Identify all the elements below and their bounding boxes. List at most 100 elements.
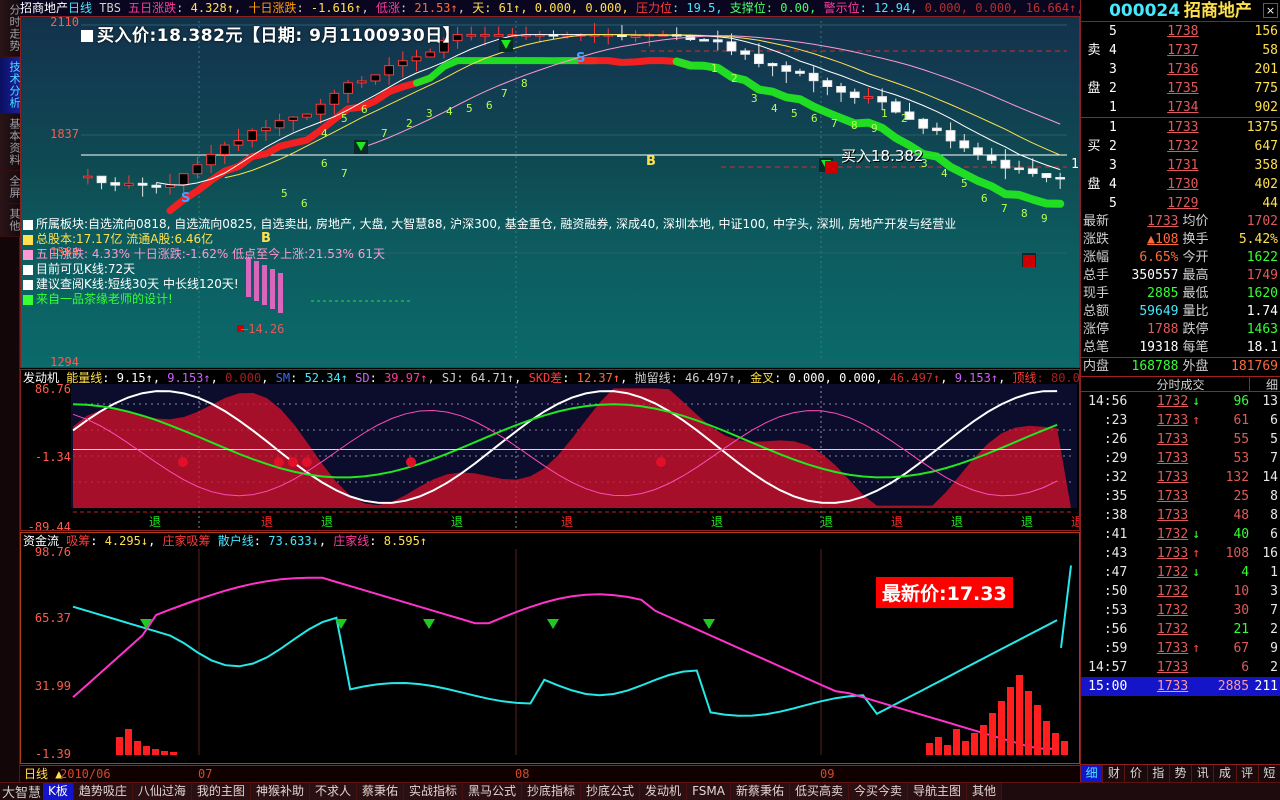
quote-tab-成[interactable]: 成 (1214, 765, 1237, 782)
buy-marker-label: 买入18.382 (841, 147, 924, 165)
legend-text: 所属板块:自选流向0818, 自选流向0825, 自选卖出, 房地产, 大盘, … (36, 217, 957, 231)
quote-tab-指[interactable]: 指 (1147, 765, 1170, 782)
taskbar-item-17[interactable]: 其他 (967, 783, 1003, 800)
tick-row[interactable]: :50 1732 10 3 (1081, 582, 1280, 601)
taskbar-item-6[interactable]: 蔡秉佑 (356, 783, 404, 800)
stat-value: 350557 (1131, 268, 1179, 283)
book-side-label: 买 (1087, 139, 1101, 154)
engine-indicator-panel[interactable]: 退 退 退 退 退 退 退 退 退 退 退 发动机 能量线: 9.15↑, 9.153↑, 0.00… (20, 369, 1080, 531)
rail-item-4[interactable]: 其他 (0, 204, 21, 237)
quote-tab-细[interactable]: 细 (1081, 765, 1104, 782)
rail-item-1[interactable]: 技术分析 (0, 57, 21, 114)
tick-row[interactable]: 14:56 1732 ↓ 96 13 (1081, 392, 1280, 411)
tick-table[interactable]: 14:56 1732 ↓ 96 13:23 1733 ↑ 61 6:26 1733 55 5:29 17… (1081, 392, 1280, 696)
order-book-row[interactable]: 卖 4 1737 58 (1081, 41, 1280, 60)
fund-flow-panel[interactable]: 资金流 吸筹: 4.295↓, 庄家吸筹 散户线: 73.633↓, 庄家线: … (20, 532, 1080, 764)
order-book-row[interactable]: 买 2 1732 647 (1081, 137, 1280, 156)
order-book-row[interactable]: 盘 2 1735 775 (1081, 79, 1280, 98)
order-book-row[interactable]: 5 1738 156 (1081, 22, 1280, 41)
svg-text:2: 2 (406, 117, 413, 130)
book-price: 1736 (1167, 62, 1199, 77)
tick-row[interactable]: :56 1732 21 2 (1081, 620, 1280, 639)
tick-price: 1733 (1156, 660, 1189, 675)
engine-seg-4: , (210, 371, 226, 385)
fund-seg-12: : (369, 534, 384, 548)
right-edge-tick: 1 (1071, 157, 1079, 172)
order-book-row[interactable]: 1 1733 1375 (1081, 117, 1280, 138)
period-button[interactable]: 日线 ▲ (24, 767, 63, 781)
taskbar-item-2[interactable]: 八仙过海 (132, 783, 192, 800)
tick-detail-toggle[interactable]: 细 (1265, 378, 1278, 392)
order-book-row[interactable]: 盘 4 1730 402 (1081, 175, 1280, 194)
tick-row[interactable]: :47 1732 ↓ 4 1 (1081, 563, 1280, 582)
tick-row[interactable]: 14:57 1733 6 2 (1081, 658, 1280, 677)
taskbar-item-7[interactable]: 实战指标 (403, 783, 463, 800)
book-volume: 647 (1254, 139, 1278, 154)
close-icon[interactable]: × (1263, 3, 1278, 18)
tick-row[interactable]: :32 1733 132 14 (1081, 468, 1280, 487)
tick-price: 1733 (1156, 432, 1189, 447)
taskbar-item-0[interactable]: K板 (43, 783, 74, 800)
tick-row[interactable]: 15:00 1733 2885 211 (1081, 677, 1280, 696)
y-axis-label-0: 2110 (50, 16, 79, 29)
tick-row[interactable]: :59 1733 ↑ 67 9 (1081, 639, 1280, 658)
taskbar-item-9[interactable]: 抄底指标 (522, 783, 582, 800)
chart-parameter-bar: 招商地产日线 TBS 五日涨跌: 4.328↑, 十日涨跌: -1.616↑, … (20, 0, 1080, 16)
quote-tab-评[interactable]: 评 (1236, 765, 1259, 782)
taskbar-item-10[interactable]: 抄底公式 (581, 783, 641, 800)
stat-value: 59649 (1139, 304, 1179, 319)
quote-tab-价[interactable]: 价 (1125, 765, 1148, 782)
taskbar-item-4[interactable]: 神猴补助 (250, 783, 310, 800)
tick-direction-icon (1190, 430, 1205, 449)
order-book-row[interactable]: 5 1729 44 (1081, 194, 1280, 213)
quote-tab-财[interactable]: 财 (1103, 765, 1126, 782)
taskbar-item-3[interactable]: 我的主图 (191, 783, 251, 800)
stat-value: 5.42% (1238, 232, 1278, 247)
taskbar-item-11[interactable]: 发动机 (640, 783, 688, 800)
tick-volume: 132 (1225, 470, 1250, 485)
quote-tab-势[interactable]: 势 (1169, 765, 1193, 782)
taskbar-item-15[interactable]: 今买今卖 (848, 783, 908, 800)
tick-row[interactable]: :43 1733 ↑ 108 16 (1081, 544, 1280, 563)
taskbar-item-8[interactable]: 黑马公式 (463, 783, 523, 800)
legend-bullet-icon (23, 249, 33, 260)
quote-stat-row: 涨跌 ▲108 换手 5.42% (1081, 231, 1280, 249)
quote-tab-短[interactable]: 短 (1258, 765, 1280, 782)
param-seg-14: , (457, 1, 473, 15)
svg-text:S: S (181, 191, 190, 206)
order-book-row[interactable]: 3 1731 358 (1081, 156, 1280, 175)
order-book-row[interactable]: 3 1736 201 (1081, 60, 1280, 79)
book-level: 2 (1109, 139, 1117, 154)
tick-volume: 96 (1233, 394, 1250, 409)
quote-tabs[interactable]: 细财价指势讯成评短 (1081, 764, 1280, 782)
quote-tab-讯[interactable]: 讯 (1192, 765, 1215, 782)
order-book[interactable]: 5 1738 156 卖 4 1737 58 3 1736 201 盘 2 1735 775 1 1734 90… (1081, 22, 1280, 213)
tick-row[interactable]: :26 1733 55 5 (1081, 430, 1280, 449)
taskbar-item-16[interactable]: 导航主图 (907, 783, 967, 800)
order-book-row[interactable]: 1 1734 902 (1081, 98, 1280, 118)
tick-row[interactable]: :35 1733 25 8 (1081, 487, 1280, 506)
rail-item-2[interactable]: 基本资料 (0, 114, 21, 171)
tick-direction-icon (1190, 506, 1205, 525)
tick-row[interactable]: :41 1732 ↓ 40 6 (1081, 525, 1280, 544)
quote-stat-row: 现手 2885 最低 1620 (1081, 285, 1280, 303)
rail-item-0[interactable]: 分时走势 (0, 0, 21, 57)
taskbar-item-12[interactable]: FSMA (687, 783, 731, 800)
bottom-taskbar[interactable]: 大智慧 K板 趋势吸庄 八仙过海 我的主图 神猴补助 不求人 蔡秉佑 实战指标 黑马公式 抄底指标… (0, 782, 1280, 800)
tick-row[interactable]: :53 1732 30 7 (1081, 601, 1280, 620)
tick-volume: 25 (1233, 489, 1250, 504)
tick-volume: 21 (1233, 622, 1250, 637)
rail-item-3[interactable]: 全屏 (0, 171, 21, 204)
tick-row[interactable]: :29 1733 53 7 (1081, 449, 1280, 468)
tick-row[interactable]: :38 1733 48 8 (1081, 506, 1280, 525)
banner-square-icon (81, 30, 93, 42)
k-line-chart[interactable]: 456723456675678123456789345678912SSBBB 2… (20, 16, 1080, 368)
taskbar-item-13[interactable]: 新蔡秉佑 (730, 783, 790, 800)
svg-text:4: 4 (446, 105, 453, 118)
tick-row[interactable]: :23 1733 ↑ 61 6 (1081, 411, 1280, 430)
taskbar-item-5[interactable]: 不求人 (309, 783, 357, 800)
date-tick-0: 2010/06 (60, 767, 111, 781)
taskbar-item-14[interactable]: 低买高卖 (789, 783, 849, 800)
stat-value: 1622 (1246, 250, 1278, 265)
taskbar-item-1[interactable]: 趋势吸庄 (73, 783, 133, 800)
